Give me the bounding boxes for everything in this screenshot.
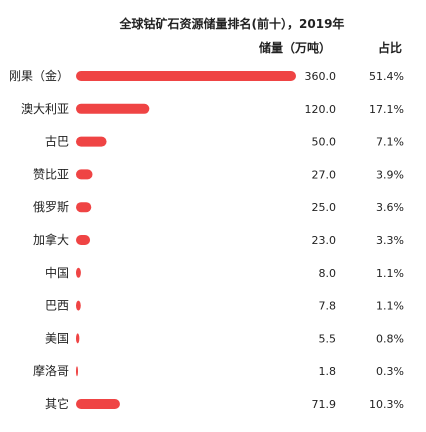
category-label: 赞比亚 xyxy=(33,167,69,181)
bar xyxy=(76,333,80,344)
category-label: 澳大利亚 xyxy=(21,102,69,116)
share-label: 1.1% xyxy=(376,267,404,280)
share-label: 3.3% xyxy=(376,234,404,247)
bar xyxy=(76,366,78,377)
value-label: 8.0 xyxy=(319,267,337,280)
bar xyxy=(76,169,93,180)
category-label: 摩洛哥 xyxy=(33,363,69,378)
category-label: 美国 xyxy=(45,331,69,345)
value-label: 25.0 xyxy=(312,201,337,214)
category-label: 中国 xyxy=(45,265,69,280)
category-label: 古巴 xyxy=(45,134,69,149)
value-label: 5.5 xyxy=(319,332,337,345)
share-label: 10.3% xyxy=(369,398,404,411)
value-column-header: 储量（万吨） xyxy=(259,40,331,55)
share-label: 3.9% xyxy=(376,168,404,181)
bar xyxy=(76,103,150,114)
chart-title: 全球钴矿石资源储量排名(前十），2019年 xyxy=(119,16,345,31)
share-label: 7.1% xyxy=(376,136,404,149)
share-label: 0.3% xyxy=(376,365,404,378)
value-label: 71.9 xyxy=(312,398,337,411)
bar xyxy=(76,71,296,81)
share-label: 51.4% xyxy=(369,70,404,83)
bar xyxy=(76,399,120,409)
share-label: 17.1% xyxy=(369,103,404,116)
share-label: 1.1% xyxy=(376,300,404,313)
category-label: 巴西 xyxy=(45,299,69,313)
bar xyxy=(76,202,92,213)
category-label: 刚果（金） xyxy=(9,68,69,83)
category-label: 俄罗斯 xyxy=(33,200,69,214)
value-label: 120.0 xyxy=(305,103,337,116)
value-label: 7.8 xyxy=(319,300,337,313)
share-label: 3.6% xyxy=(376,201,404,214)
bar xyxy=(76,136,107,147)
value-label: 360.0 xyxy=(305,70,337,83)
chart-rows: 刚果（金） 360.0 51.4% 澳大利亚 120.0 17.1% 古巴 50.0 7.1% 赞… xyxy=(9,68,404,411)
category-label: 其它 xyxy=(45,396,69,411)
value-label: 50.0 xyxy=(312,136,337,149)
value-label: 1.8 xyxy=(319,365,337,378)
value-label: 27.0 xyxy=(312,168,337,181)
value-label: 23.0 xyxy=(312,234,337,247)
bar xyxy=(76,267,81,278)
category-label: 加拿大 xyxy=(33,232,69,247)
bar xyxy=(76,300,81,311)
share-label: 0.8% xyxy=(376,332,404,345)
share-column-header: 占比 xyxy=(378,40,402,55)
bar xyxy=(76,235,91,245)
